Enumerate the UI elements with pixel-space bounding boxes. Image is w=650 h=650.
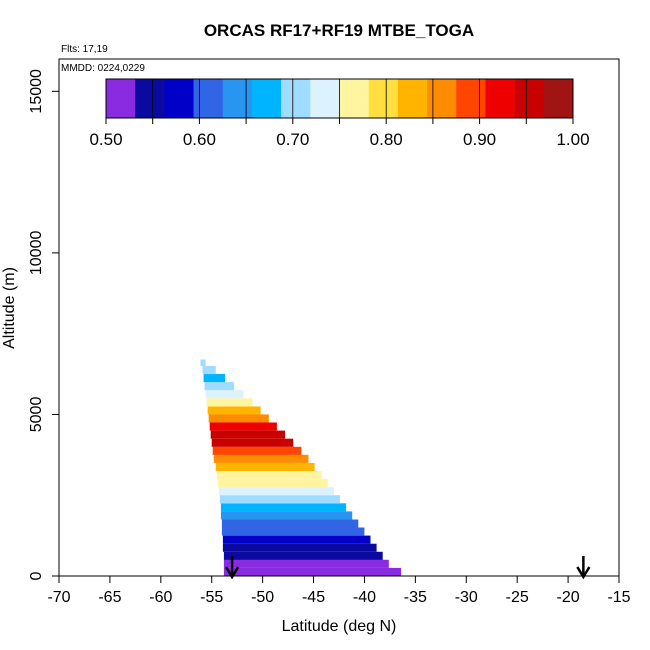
colorbar-cell-12 [456,79,486,118]
chart-title: ORCAS RF17+RF19 MTBE_TOGA [204,21,474,40]
x-tick-label: -50 [251,589,274,606]
data-layer-9 [219,495,340,504]
x-tick-label: -25 [506,589,529,606]
colorbar-cell-1 [135,79,165,118]
data-layer-12 [216,471,322,480]
data-layer-21 [206,398,253,407]
x-tick-label: -40 [353,589,376,606]
data-layers [200,359,402,576]
colorbar-cell-14 [514,79,545,118]
y-tick-label: 15000 [28,69,45,114]
data-layer-0 [223,567,402,576]
marker-arrow-1 [576,556,591,580]
data-layer-15 [212,446,302,455]
x-tick-label: -70 [47,589,70,606]
x-axis-label: Latitude (deg N) [282,618,397,635]
colorbar-tick-label: 0.90 [463,130,496,149]
data-layer-2 [223,551,383,560]
data-layer-23 [204,382,235,391]
colorbar-cell-4 [222,79,253,118]
colorbar-cell-3 [193,79,224,118]
y-tick-label: 10000 [28,231,45,276]
colorbar-cell-8 [339,79,369,118]
data-layer-14 [213,454,309,463]
data-layer-17 [210,430,285,439]
plot-frame [58,58,620,577]
x-tick-label: -65 [98,589,121,606]
dates-label: MMDD: 0224,0229 [61,63,145,74]
data-layer-6 [221,519,359,528]
data-layer-3 [222,543,377,552]
colorbar-tick-label: 1.00 [556,130,589,149]
flights-label: Flts: 17,19 [61,44,108,55]
x-tick-label: -60 [149,589,172,606]
data-layer-24 [203,374,225,383]
colorbar-tick-label: 0.80 [370,130,403,149]
marker-arrow-0 [225,556,240,580]
data-layer-4 [222,535,371,544]
colorbar-tick-label: 0.50 [89,130,122,149]
data-layer-22 [205,390,244,399]
x-axis: -70 -65 -60 -55 -50 -45 -40 -35 -30 -25 -20 -15 [47,576,631,606]
colorbar-cell-6 [281,79,311,118]
marker-arrow-head [225,566,240,580]
colorbar-cell-11 [427,79,457,118]
colorbar-cell-2 [164,79,194,118]
data-layer-25 [202,366,216,375]
colorbar-tick-label: 0.70 [276,130,309,149]
y-axis: 0 5000 10000 15000 [28,69,59,580]
colorbar-tick-label: 0.60 [183,130,216,149]
y-axis-label: Altitude (m) [1,267,18,349]
colorbar-cell-0 [106,79,136,118]
y-tick-label: 5000 [28,397,45,433]
data-layer-1 [223,559,389,568]
x-tick-label: -45 [302,589,325,606]
data-layer-18 [209,422,277,431]
data-layer-20 [207,406,261,415]
x-tick-label: -20 [557,589,580,606]
colorbar-cell-15 [543,79,574,118]
data-layer-11 [217,479,328,488]
data-layer-10 [218,487,334,496]
x-tick-label: -55 [200,589,223,606]
markers [225,556,591,580]
colorbar-cell-10 [397,79,428,118]
x-tick-label: -35 [404,589,427,606]
data-layer-13 [215,462,315,471]
data-layer-26 [200,359,206,366]
data-layer-8 [220,503,347,512]
data-layer-19 [208,414,269,423]
data-layer-16 [211,438,294,447]
colorbar-cell-13 [485,79,515,118]
data-layer-7 [220,511,353,520]
data-layer-5 [221,527,365,536]
x-tick-label: -30 [455,589,478,606]
colorbar-cell-5 [251,79,282,118]
colorbar-cell-7 [310,79,340,118]
x-tick-label: -15 [607,589,630,606]
marker-arrow-head [576,566,591,580]
colorbar-cell-9 [368,79,399,118]
y-tick-label: 0 [28,571,45,580]
colorbar: 0.50 0.60 0.70 0.80 0.90 1.00 [89,78,590,149]
